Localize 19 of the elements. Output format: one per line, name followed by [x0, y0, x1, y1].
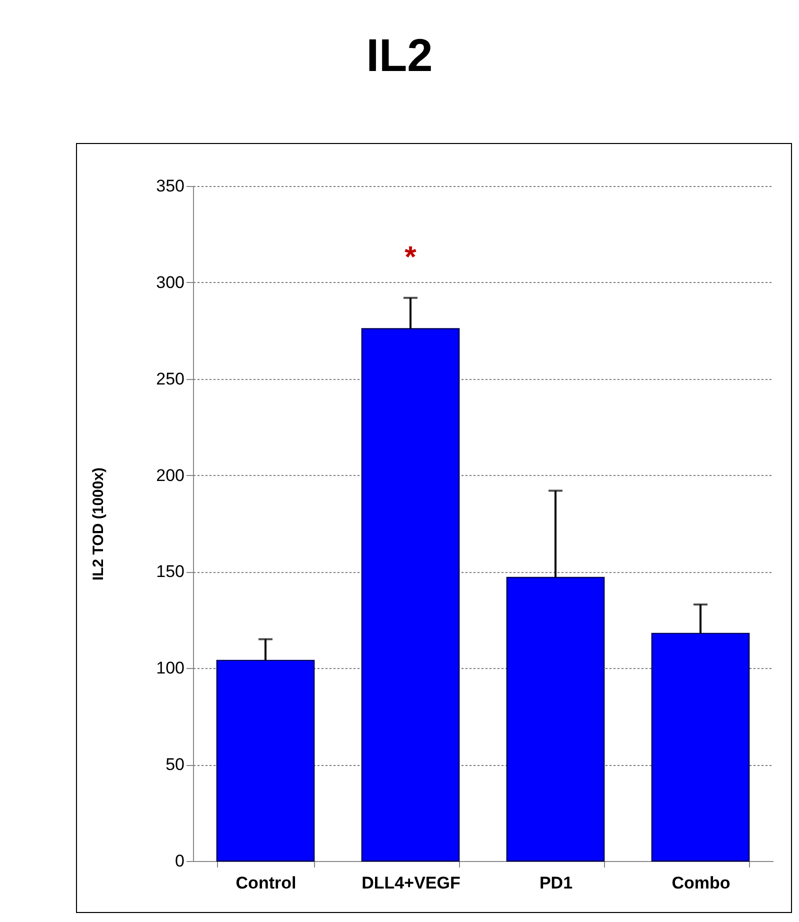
x-tick-label: Control [236, 874, 296, 892]
y-tick-label: 50 [166, 755, 184, 774]
y-tick-label: 300 [156, 272, 184, 292]
bar [216, 660, 315, 862]
x-tick-label: PD1 [539, 874, 573, 892]
y-tick-label: 150 [156, 562, 184, 582]
bar [506, 576, 605, 862]
bar [361, 328, 460, 862]
y-tick-label: 350 [156, 176, 184, 196]
x-tick-label: DLL4+VEGF [362, 874, 460, 892]
y-axis-title: IL2 TOD (1000x) [90, 467, 108, 581]
y-tick-label: 0 [175, 852, 184, 870]
bar [651, 632, 750, 862]
chart-title: IL2 [365, 28, 434, 83]
y-tick-label: 200 [156, 466, 184, 485]
x-tick-label: Combo [672, 874, 730, 892]
y-tick-label: 250 [156, 369, 184, 388]
y-tick-label: 100 [156, 658, 184, 678]
annotation: * [404, 240, 417, 274]
